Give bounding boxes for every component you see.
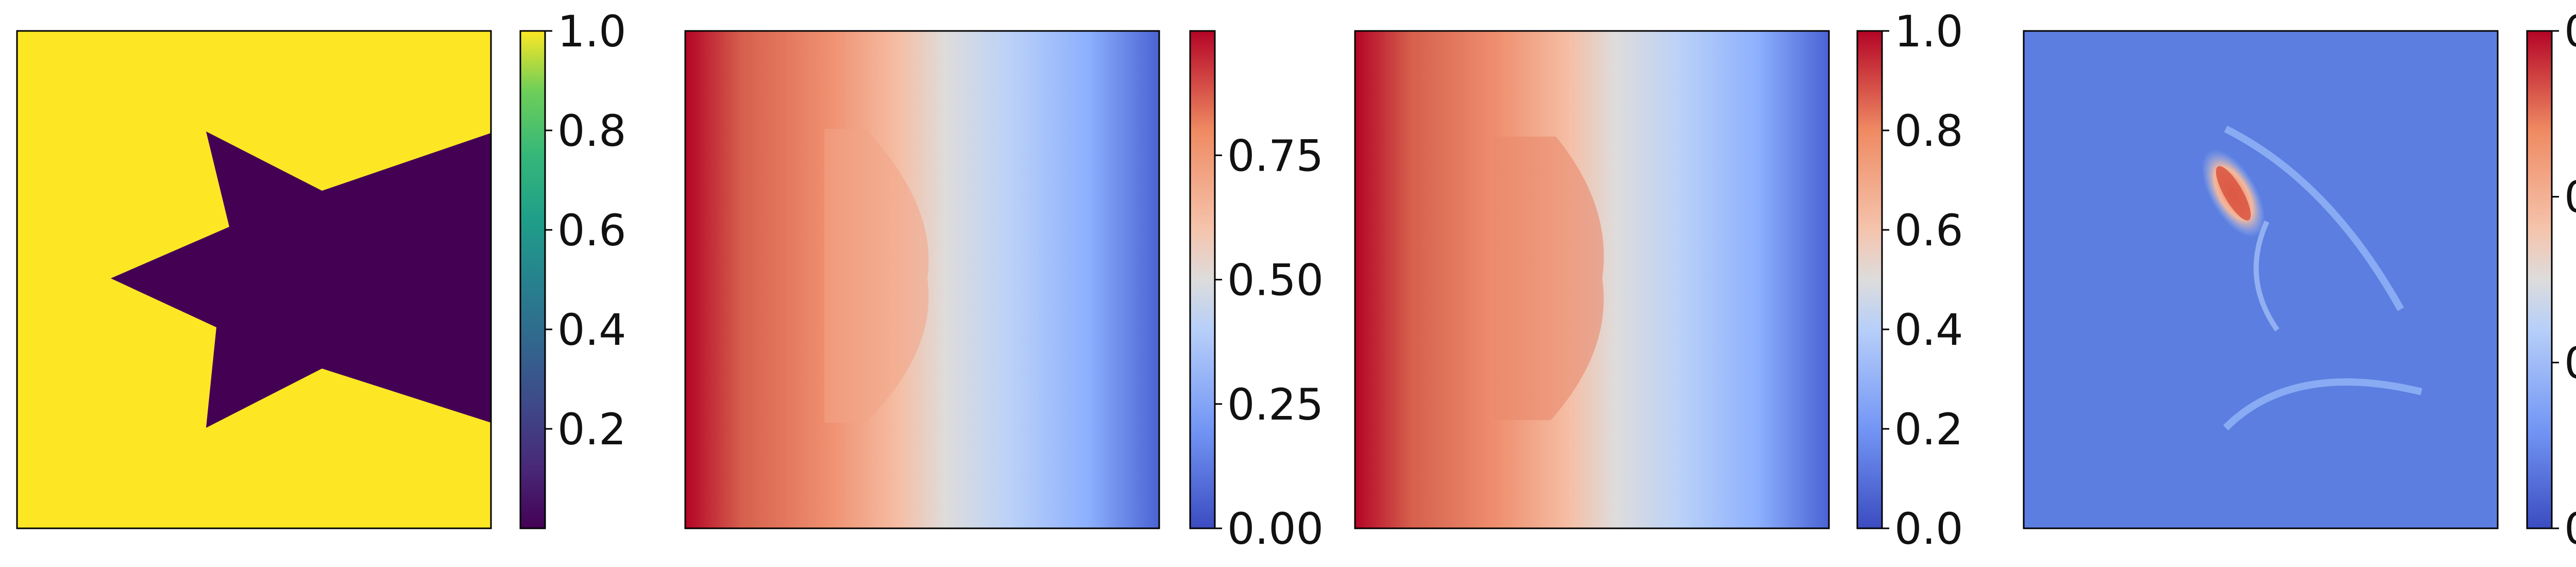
colorbar-3-ticks: 1.0 0.8 0.6 0.4 0.2 0.0 [1882,6,1963,554]
colorbar-4-tick-label: 0.05 [2564,338,2576,388]
colorbar-4-tick-label: 0.15 [2564,6,2576,57]
colorbar-1 [519,30,546,529]
colorbar-2 [1189,30,1216,529]
colorbar-4-tick-label: 0.00 [2564,504,2576,554]
reference-front [1494,137,1604,420]
colorbar-4 [2526,30,2553,529]
colorbar-1-tick-label: 0.6 [557,205,626,256]
colorbar-3 [1856,30,1883,529]
colorbar-2-tick-label: 0.50 [1227,255,1324,306]
panel-error: 0.15 0.10 0.05 0.00 [2023,6,2576,554]
error-streak-upper [2224,125,2404,311]
colorbar-1-ticks: 1.0 0.8 0.6 0.4 0.2 [545,6,626,455]
panel-prediction: 0.75 0.50 0.25 0.00 [684,30,1324,554]
colorbar-3-tick-label: 1.0 [1894,6,1963,57]
colorbar-3-tick-label: 0.2 [1894,404,1963,455]
panel-reference: 1.0 0.8 0.6 0.4 0.2 0.0 [1354,6,1963,554]
error-streak-front [2253,220,2280,331]
colorbar-3-tick-label: 0.0 [1894,504,1963,554]
colorbar-3-tick-label: 0.4 [1894,305,1963,355]
colorbar-3-tick-label: 0.8 [1894,106,1963,156]
error-field [2024,31,2498,528]
mask-star [111,131,491,428]
prediction-front [824,129,929,423]
colorbar-1-tick-label: 0.4 [557,305,626,355]
colorbar-3-tick-label: 0.6 [1894,205,1963,256]
colorbar-2-tick-label: 0.25 [1227,379,1324,430]
reference-frame [1354,30,1830,529]
error-streak-lower [2223,378,2422,430]
error-frame [2023,30,2499,529]
colorbar-1-tick-label: 1.0 [557,6,626,57]
colorbar-4-ticks: 0.15 0.10 0.05 0.00 [2552,6,2576,554]
colorbar-1-tick-label: 0.8 [557,106,626,156]
colorbar-2-ticks: 0.75 0.50 0.25 0.00 [1215,130,1324,554]
colorbar-2-tick-label: 0.75 [1227,130,1324,181]
mask-frame [16,30,492,529]
error-hotspot-core [2216,166,2251,221]
colorbar-4-tick-label: 0.10 [2564,172,2576,223]
colorbar-1-tick-label: 0.2 [557,404,626,455]
prediction-frame [684,30,1160,529]
colorbar-2-tick-label: 0.00 [1227,504,1324,554]
panel-mask: 1.0 0.8 0.6 0.4 0.2 [16,6,626,529]
